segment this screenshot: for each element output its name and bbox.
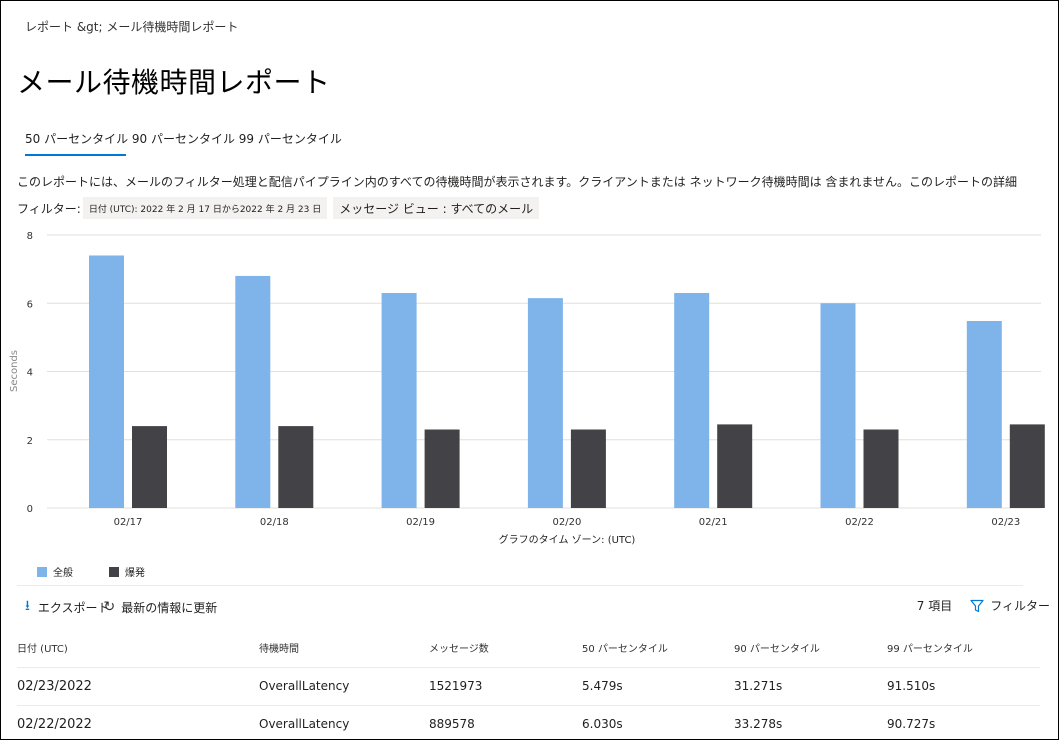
refresh-label: 最新の情報に更新 (121, 600, 218, 615)
bar-overall[interactable] (89, 255, 124, 508)
column-header-latency[interactable]: 待機時間 (259, 629, 429, 668)
cell-p50: 5.479s (582, 667, 734, 706)
x-tick-label: 02/20 (552, 517, 581, 528)
cell-message-count: 889578 (429, 705, 582, 739)
y-tick-label: 0 (27, 504, 33, 515)
page-title: メール待機時間レポート (17, 66, 331, 99)
y-tick-label: 6 (27, 299, 33, 310)
bar-burst[interactable] (278, 426, 314, 508)
bar-overall[interactable] (820, 303, 856, 508)
legend-item-burst[interactable]: 爆発 (109, 564, 145, 579)
cell-latency: OverallLatency (259, 705, 429, 739)
table-row[interactable]: 02/23/2022 OverallLatency 1521973 5.479s… (17, 667, 1040, 706)
x-tick-label: 02/18 (260, 517, 289, 528)
x-tick-label: 02/21 (699, 517, 728, 528)
table-header-row: 日付 (UTC) 待機時間 メッセージ数 50 パーセンタイル 90 パーセンタ… (17, 629, 1040, 668)
cell-p90: 31.271s (734, 667, 887, 706)
x-tick-label: 02/23 (991, 517, 1020, 528)
x-tick-label: 02/17 (114, 517, 143, 528)
x-tick-label: 02/22 (845, 517, 874, 528)
refresh-icon: ↻ (103, 599, 116, 615)
table-row[interactable]: 02/22/2022 OverallLatency 889578 6.030s … (17, 705, 1040, 739)
bar-burst[interactable] (717, 424, 753, 508)
latency-bar-chart: 0 2 4 6 8 02/17 02/18 02/19 02/20 02/21 02/22 02/2… (9, 231, 1045, 546)
refresh-button[interactable]: ↻ 最新の情報に更新 (104, 599, 218, 616)
item-count: 7 項目 (916, 599, 953, 613)
bar-burst[interactable] (424, 429, 460, 508)
filter-icon (970, 599, 984, 612)
export-button[interactable]: ⭳ エクスポート (25, 595, 110, 619)
cell-p99: 91.510s (887, 667, 1040, 706)
x-tick-label: 02/19 (406, 517, 435, 528)
filter-button-label: フィルター (990, 599, 1050, 613)
toolbar-divider (17, 585, 1023, 586)
cell-p50: 6.030s (582, 705, 734, 739)
y-axis-ticks: 0 2 4 6 8 (27, 231, 33, 515)
bar-burst[interactable] (863, 429, 899, 508)
chart-bars (89, 255, 1045, 508)
bar-burst[interactable] (570, 429, 606, 508)
filter-label: フィルター: (17, 201, 81, 216)
latency-table: 日付 (UTC) 待機時間 メッセージ数 50 パーセンタイル 90 パーセンタ… (17, 629, 1040, 739)
bar-burst[interactable] (132, 426, 167, 508)
column-header-p99[interactable]: 99 パーセンタイル (887, 629, 1040, 668)
y-tick-label: 4 (27, 368, 33, 379)
y-axis-label: Seconds (9, 350, 20, 392)
date-filter-pill[interactable]: 日付 (UTC): 2022 年 2 月 17 日から2022 年 2 月 23… (82, 197, 328, 219)
legend-swatch-overall (37, 566, 47, 577)
y-tick-label: 2 (27, 436, 33, 447)
download-icon: ⭳ (25, 598, 30, 614)
cell-date: 02/22/2022 (17, 705, 259, 739)
y-tick-label: 8 (27, 231, 33, 242)
bar-burst[interactable] (1009, 424, 1045, 508)
breadcrumb[interactable]: レポート &gt; メール待機時間レポート (25, 20, 239, 34)
cell-p99: 90.727s (887, 705, 1040, 739)
table-controls: 7 項目 フィルター (917, 597, 1050, 614)
x-axis-ticks: 02/17 02/18 02/19 02/20 02/21 02/22 02/23 (114, 517, 1021, 528)
tab-percentiles[interactable]: 50 パーセンタイル 90 パーセンタイル 99 パーセンタイル (25, 132, 342, 146)
message-view-filter-pill[interactable]: メッセージ ビュー : すべてのメール (333, 197, 540, 219)
legend-swatch-burst (109, 566, 119, 577)
legend-label-burst: 爆発 (125, 568, 145, 579)
cell-latency: OverallLatency (259, 667, 429, 706)
bar-overall[interactable] (966, 320, 1002, 508)
bar-overall[interactable] (235, 275, 271, 508)
bar-overall[interactable] (527, 298, 563, 508)
bar-overall[interactable] (674, 293, 710, 508)
command-bar: ⭳ エクスポート ↻ 最新の情報に更新 (25, 595, 217, 619)
report-description: このレポートには、メールのフィルター処理と配信パイプライン内のすべての待機時間が… (17, 175, 1018, 189)
tab-selected-indicator (25, 154, 126, 156)
legend-label-overall: 全般 (53, 568, 73, 579)
filter-bar: フィルター: 日付 (UTC): 2022 年 2 月 17 日から2022 年… (17, 197, 540, 219)
cell-date: 02/23/2022 (17, 667, 259, 706)
cell-p90: 33.278s (734, 705, 887, 739)
column-header-message-count[interactable]: メッセージ数 (429, 629, 582, 668)
bar-overall[interactable] (381, 293, 417, 508)
filter-button[interactable]: フィルター (970, 597, 1050, 614)
cell-message-count: 1521973 (429, 667, 582, 706)
column-header-date[interactable]: 日付 (UTC) (17, 629, 259, 668)
x-axis-label: グラフのタイム ゾーン: (UTC) (499, 533, 636, 546)
chart-legend: 全般 爆発 (37, 564, 181, 579)
export-label: エクスポート (37, 600, 110, 615)
legend-item-overall[interactable]: 全般 (37, 564, 73, 579)
column-header-p90[interactable]: 90 パーセンタイル (734, 629, 887, 668)
column-header-p50[interactable]: 50 パーセンタイル (582, 629, 734, 668)
